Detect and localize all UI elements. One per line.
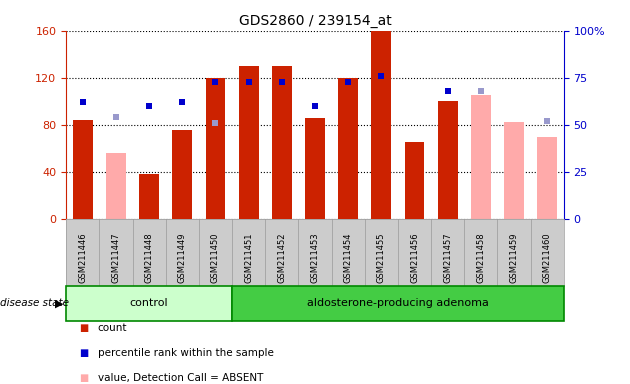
- Bar: [537, 137, 557, 219]
- Text: GSM211450: GSM211450: [211, 232, 220, 283]
- Text: ■: ■: [79, 348, 88, 358]
- Text: GSM211447: GSM211447: [112, 232, 120, 283]
- Bar: [372, 31, 391, 219]
- Text: control: control: [130, 298, 168, 308]
- Bar: [504, 122, 524, 219]
- Bar: [239, 131, 258, 219]
- Bar: [305, 118, 325, 219]
- Title: GDS2860 / 239154_at: GDS2860 / 239154_at: [239, 14, 391, 28]
- Text: percentile rank within the sample: percentile rank within the sample: [98, 348, 273, 358]
- Text: GSM211458: GSM211458: [476, 232, 485, 283]
- Text: value, Detection Call = ABSENT: value, Detection Call = ABSENT: [98, 373, 263, 383]
- Bar: [73, 120, 93, 219]
- Text: ■: ■: [79, 323, 88, 333]
- Text: GSM211456: GSM211456: [410, 232, 419, 283]
- Text: GSM211448: GSM211448: [145, 232, 154, 283]
- Bar: [239, 66, 258, 219]
- Text: GSM211453: GSM211453: [311, 232, 319, 283]
- Bar: [106, 153, 126, 219]
- Text: GSM211459: GSM211459: [510, 232, 518, 283]
- Bar: [173, 129, 192, 219]
- Text: GSM211454: GSM211454: [344, 232, 353, 283]
- Text: count: count: [98, 323, 127, 333]
- Bar: [471, 95, 491, 219]
- Text: GSM211460: GSM211460: [543, 232, 552, 283]
- Bar: [338, 78, 358, 219]
- Bar: [272, 66, 292, 219]
- Bar: [139, 174, 159, 219]
- Text: ▶: ▶: [55, 298, 63, 308]
- Text: GSM211446: GSM211446: [78, 232, 87, 283]
- Text: GSM211452: GSM211452: [277, 232, 286, 283]
- Text: disease state: disease state: [0, 298, 69, 308]
- Text: GSM211455: GSM211455: [377, 232, 386, 283]
- Text: aldosterone-producing adenoma: aldosterone-producing adenoma: [307, 298, 489, 308]
- Text: GSM211451: GSM211451: [244, 232, 253, 283]
- Bar: [404, 142, 425, 219]
- Bar: [232, 286, 564, 321]
- Text: GSM211449: GSM211449: [178, 232, 186, 283]
- Bar: [205, 78, 226, 219]
- Text: ■: ■: [79, 373, 88, 383]
- Bar: [66, 286, 232, 321]
- Bar: [438, 101, 457, 219]
- Text: GSM211457: GSM211457: [444, 232, 452, 283]
